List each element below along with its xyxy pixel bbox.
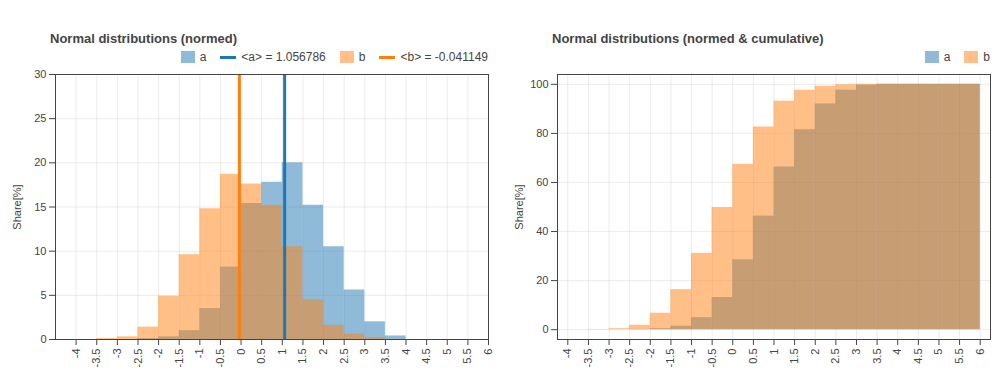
svg-text:4.5: 4.5 <box>912 349 924 364</box>
svg-text:-1: -1 <box>685 349 697 359</box>
svg-text:15: 15 <box>34 201 46 213</box>
svg-text:30: 30 <box>34 68 46 80</box>
svg-text:2: 2 <box>317 349 329 355</box>
svg-text:3: 3 <box>850 349 862 355</box>
svg-text:3.5: 3.5 <box>379 349 391 364</box>
svg-text:5.5: 5.5 <box>953 349 965 364</box>
svg-text:2.5: 2.5 <box>338 349 350 364</box>
svg-text:Share[%]: Share[%] <box>11 184 23 229</box>
svg-text:2.5: 2.5 <box>829 349 841 364</box>
svg-text:-0.5: -0.5 <box>214 349 226 368</box>
svg-text:5.5: 5.5 <box>461 349 473 364</box>
svg-text:0: 0 <box>40 333 46 345</box>
svg-text:5: 5 <box>932 349 944 355</box>
svg-text:1.5: 1.5 <box>788 349 800 364</box>
svg-text:-2: -2 <box>152 349 164 359</box>
svg-text:5: 5 <box>40 289 46 301</box>
svg-text:-2: -2 <box>644 349 656 359</box>
html-text:Normal distributions (normed &: Normal distributions (normed & cumulativ… <box>552 31 824 46</box>
svg-text:-2.5: -2.5 <box>623 349 635 368</box>
svg-text:-3.5: -3.5 <box>90 349 102 368</box>
html-text:a: a <box>943 50 951 64</box>
svg-text:1: 1 <box>276 349 288 355</box>
svg-text:10: 10 <box>34 245 46 257</box>
svg-text:-4: -4 <box>561 349 573 359</box>
svg-text:100: 100 <box>530 78 548 90</box>
svg-text:6: 6 <box>482 349 494 355</box>
html-text:b: b <box>983 50 990 64</box>
html-text:a: a <box>199 50 207 64</box>
html-text:<a> = 1.056786: <a> = 1.056786 <box>241 50 326 64</box>
svg-text:Share[%]: Share[%] <box>513 184 525 229</box>
svg-text:1.5: 1.5 <box>296 349 308 364</box>
html-text:Normal distributions (normed): Normal distributions (normed) <box>50 31 238 46</box>
svg-text:5: 5 <box>441 349 453 355</box>
svg-text:2: 2 <box>809 349 821 355</box>
svg-text:-0.5: -0.5 <box>706 349 718 368</box>
svg-text:-3: -3 <box>111 349 123 359</box>
svg-text:20: 20 <box>536 274 548 286</box>
svg-text:0: 0 <box>542 323 548 335</box>
svg-text:6: 6 <box>974 349 986 355</box>
svg-text:20: 20 <box>34 156 46 168</box>
svg-text:4: 4 <box>400 349 412 355</box>
svg-text:-1: -1 <box>193 349 205 359</box>
svg-text:40: 40 <box>536 225 548 237</box>
svg-text:25: 25 <box>34 112 46 124</box>
svg-text:0: 0 <box>235 349 247 355</box>
svg-text:4: 4 <box>891 349 903 355</box>
svg-text:-1.5: -1.5 <box>664 349 676 368</box>
svg-text:-3: -3 <box>603 349 615 359</box>
svg-text:0.5: 0.5 <box>255 349 267 364</box>
svg-text:-2.5: -2.5 <box>131 349 143 368</box>
svg-text:80: 80 <box>536 127 548 139</box>
svg-text:3: 3 <box>358 349 370 355</box>
svg-text:-3.5: -3.5 <box>582 349 594 368</box>
svg-text:4.5: 4.5 <box>420 349 432 364</box>
svg-text:-4: -4 <box>70 349 82 359</box>
svg-text:60: 60 <box>536 176 548 188</box>
svg-text:0: 0 <box>726 349 738 355</box>
svg-text:1: 1 <box>768 349 780 355</box>
html-text:b: b <box>358 50 366 64</box>
html-text:<b> = -0.041149: <b> = -0.041149 <box>400 50 488 64</box>
svg-text:-1.5: -1.5 <box>173 349 185 368</box>
svg-text:0.5: 0.5 <box>747 349 759 364</box>
svg-text:3.5: 3.5 <box>871 349 883 364</box>
